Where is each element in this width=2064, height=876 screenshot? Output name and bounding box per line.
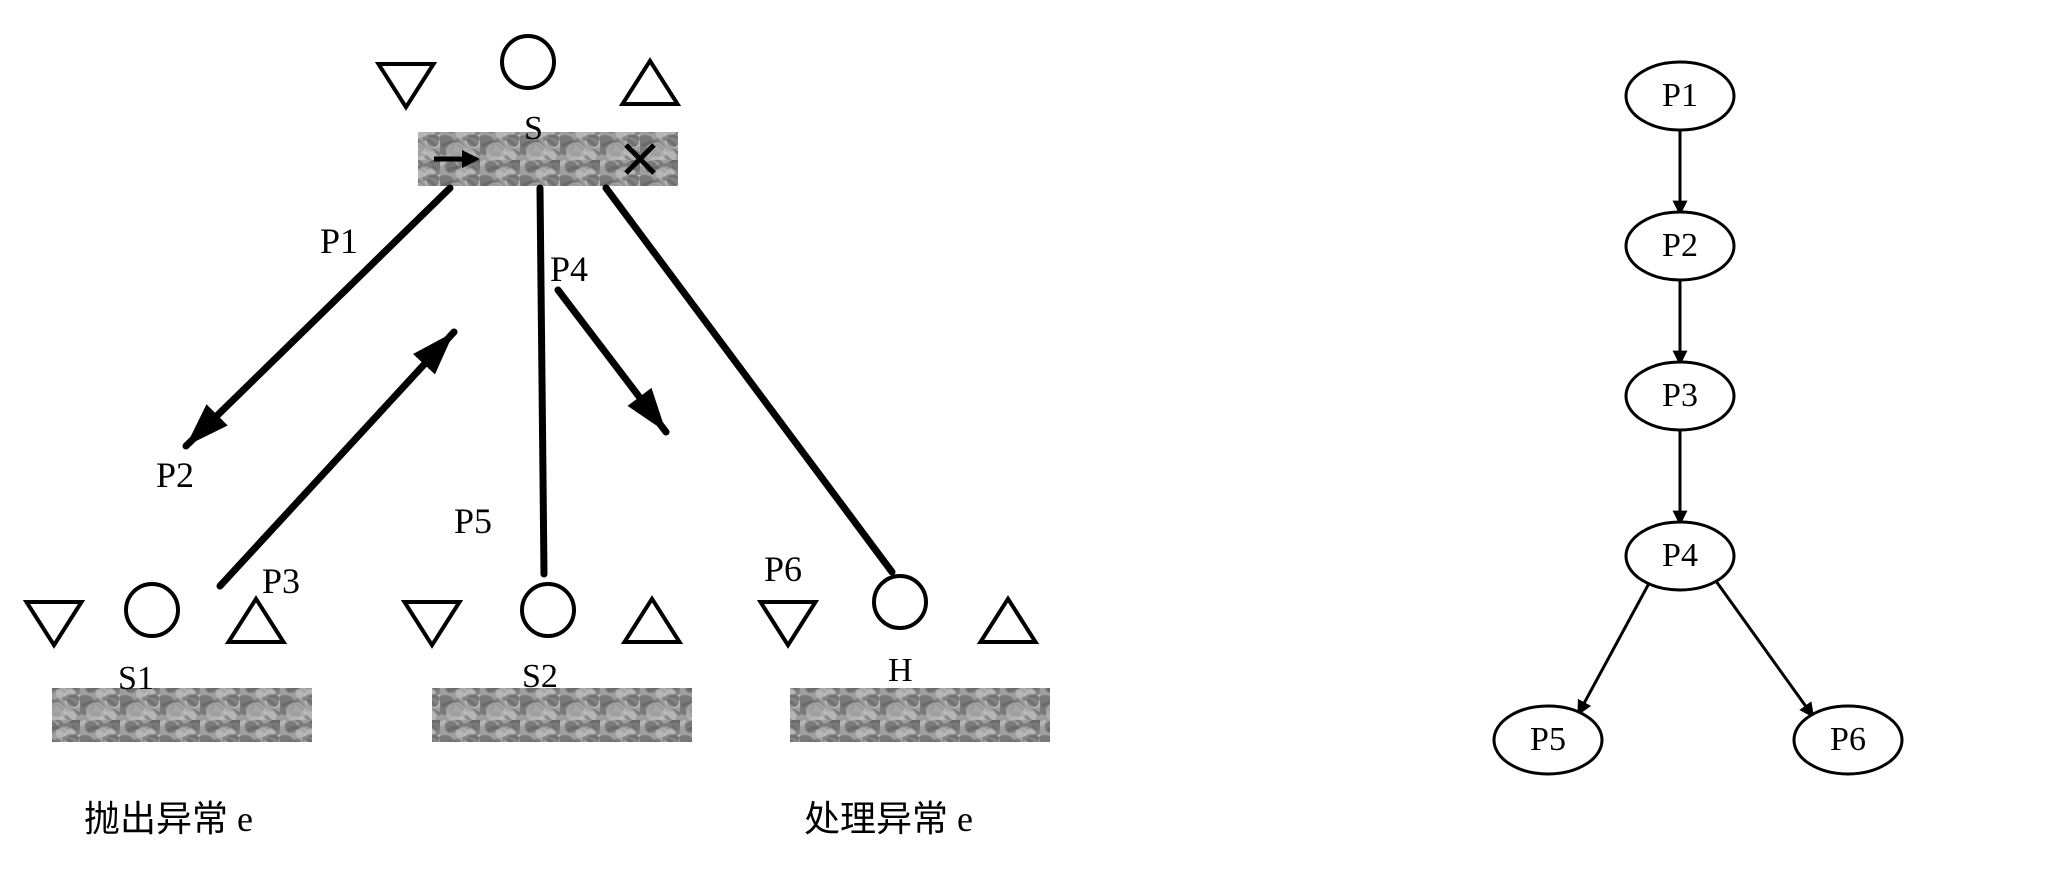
- edge-label-P5: P5: [454, 500, 492, 542]
- state-H-tri-up: [981, 599, 1036, 642]
- state-H-label: H: [888, 652, 913, 690]
- edge-P3_up: [220, 332, 454, 586]
- tree-edge-P4-P6: [1716, 581, 1813, 716]
- state-S1-tri-up: [229, 599, 284, 642]
- tree-node-label-P4: P4: [1662, 537, 1698, 575]
- tree-node-label-P3: P3: [1662, 377, 1698, 415]
- tree-node-label-P1: P1: [1662, 77, 1698, 115]
- edge-label-P1: P1: [320, 220, 358, 262]
- edge-label-P6: P6: [764, 548, 802, 590]
- edge-P1: [186, 188, 450, 446]
- state-H-circle: [874, 576, 926, 628]
- state-S2-tri-up: [625, 599, 680, 642]
- state-S1-circle: [126, 584, 178, 636]
- tree-node-label-P6: P6: [1830, 721, 1866, 759]
- state-S1-label: S1: [118, 660, 154, 698]
- tree-edge-P4-P5: [1579, 583, 1649, 713]
- diagram-svg: [0, 0, 2064, 876]
- state-S-tri-up: [623, 61, 678, 104]
- state-S-tri-down: [379, 64, 434, 107]
- edge-P6: [606, 188, 892, 572]
- caption-handle-exception: 处理异常 e: [804, 790, 973, 842]
- state-S1-bar: [52, 688, 312, 742]
- state-S2-bar: [432, 688, 692, 742]
- tree-node-label-P2: P2: [1662, 227, 1698, 265]
- state-H-tri-down: [761, 602, 816, 645]
- edge-label-P2: P2: [156, 454, 194, 496]
- state-H-bar: [790, 688, 1050, 742]
- tree-node-label-P5: P5: [1530, 721, 1566, 759]
- state-S-label: S: [524, 110, 543, 148]
- edge-P4: [540, 188, 544, 574]
- state-S1-tri-down: [27, 602, 82, 645]
- state-S2-tri-down: [405, 602, 460, 645]
- caption-throw-exception: 抛出异常 e: [84, 790, 253, 842]
- state-S2-label: S2: [522, 658, 558, 696]
- state-S2-circle: [522, 584, 574, 636]
- edge-label-P4: P4: [550, 248, 588, 290]
- diagram-root: S S1 抛出异常 e S2 H 处理异常 e P1 P3 P4 P5 P6 P2 P1 P2 P3 P4 P5…: [0, 0, 2064, 876]
- edge-label-P3_up: P3: [262, 560, 300, 602]
- state-S-circle: [502, 36, 554, 88]
